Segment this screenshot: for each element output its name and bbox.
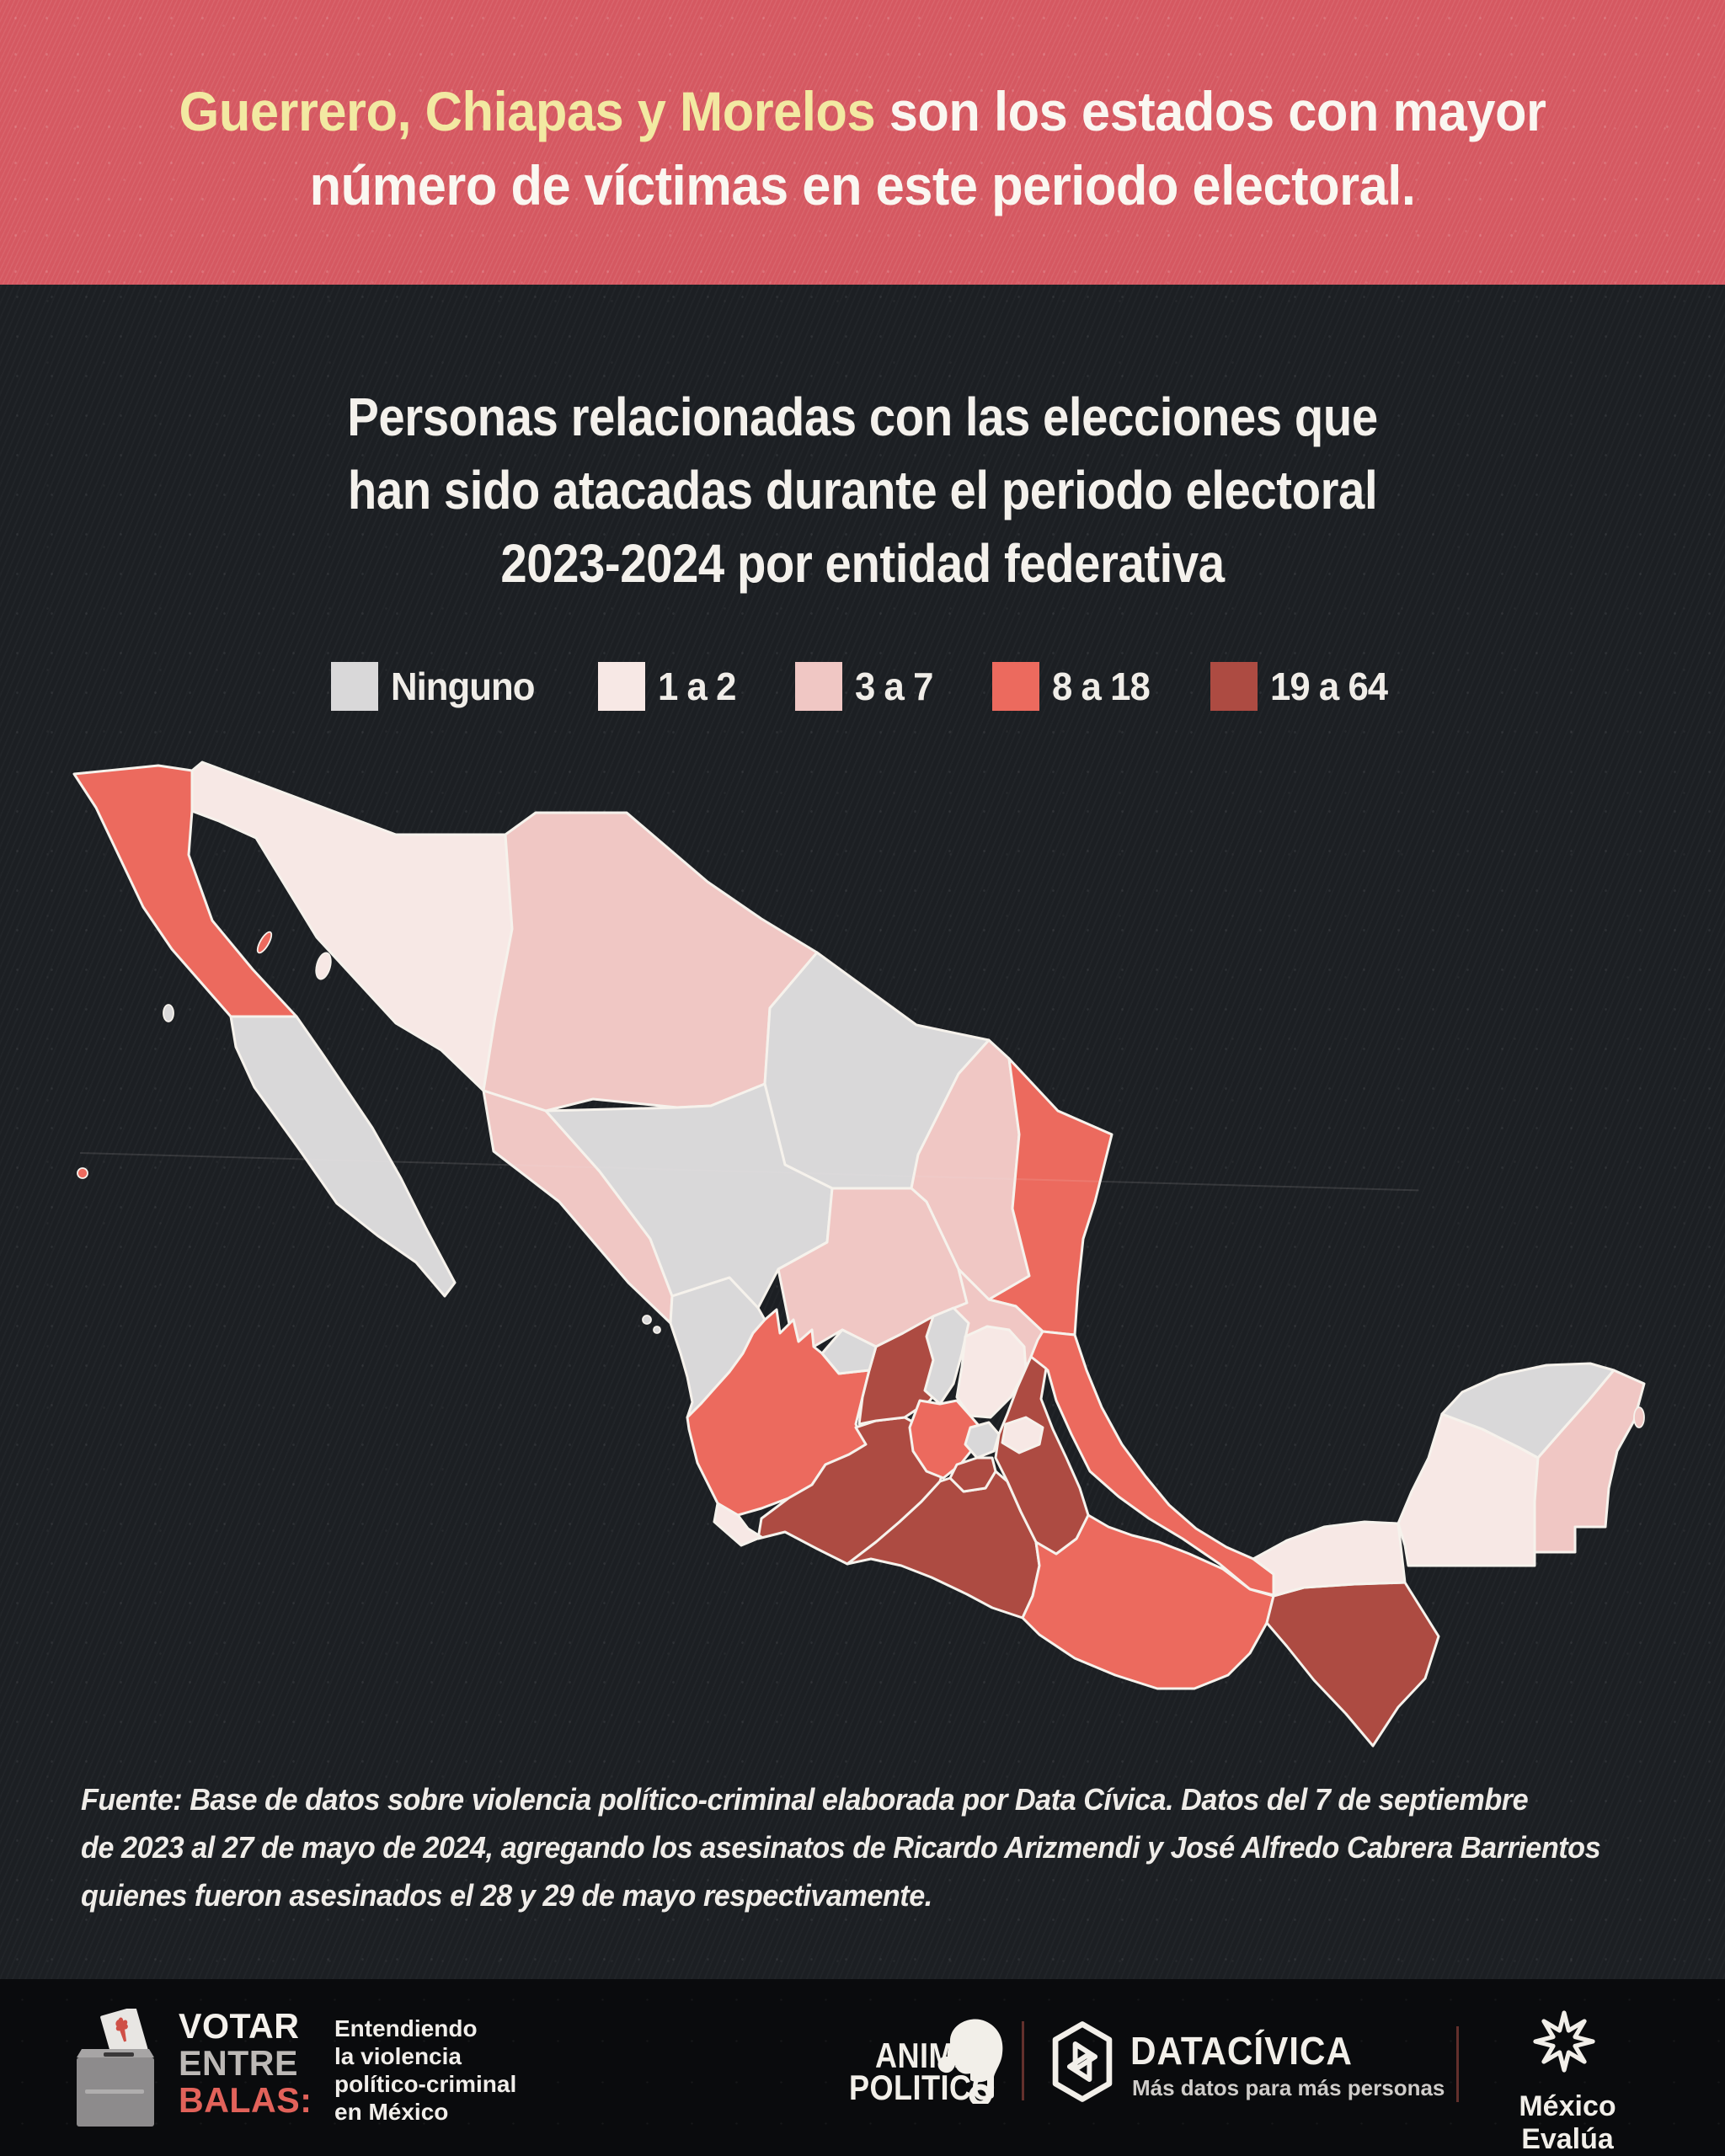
chart-title-line3: 2023-2024 por entidad federativa	[500, 533, 1225, 594]
mexico-choropleth-map	[72, 760, 1646, 1748]
legend-swatch-8a18	[992, 662, 1040, 711]
state-baja-california-sur	[229, 1015, 457, 1298]
source-line1: Fuente: Base de datos sobre violencia po…	[81, 1775, 1601, 1823]
legend-label: 1 a 2	[657, 664, 736, 708]
campaign-tagline: Entendiendo la violencia político-crimin…	[334, 2015, 516, 2126]
datacivica-hexagon-icon	[1052, 2021, 1113, 2102]
headline-highlight: Guerrero, Chiapas y Morelos	[179, 80, 876, 142]
source-line3: quienes fueron asesinados el 28 y 29 de …	[81, 1878, 932, 1913]
state-tabasco	[1252, 1520, 1407, 1598]
tagline-line: Entendiendo	[334, 2015, 478, 2041]
state-hidalgo	[955, 1325, 1028, 1419]
island-cedros	[163, 1004, 174, 1022]
tagline-line: la violencia	[334, 2043, 462, 2069]
legend-label: 19 a 64	[1270, 664, 1388, 708]
legend-label: Ninguno	[391, 664, 535, 708]
legend-item-19a64: 19 a 64	[1210, 662, 1393, 711]
legend-swatch-1a2	[597, 662, 645, 711]
campaign-word-votar: VOTAR	[179, 2006, 300, 2046]
footer-divider-1	[1022, 2021, 1024, 2100]
headline-line2: número de víctimas en este periodo elect…	[309, 154, 1416, 216]
chart-title-line2: han sido atacadas durante el periodo ele…	[347, 460, 1378, 520]
state-ciudad-de-mexico	[964, 1421, 1001, 1460]
legend-item-3a7: 3 a 7	[795, 662, 937, 711]
legend-label: 3 a 7	[855, 664, 933, 708]
ballot-box-icon	[77, 2009, 154, 2127]
campaign-word-balas: BALAS:	[179, 2080, 312, 2120]
footer-bar: VOTAR ENTRE BALAS: Entendiendo la violen…	[0, 1979, 1725, 2156]
legend-swatch-3a7	[795, 662, 843, 711]
island-marias-1	[642, 1315, 652, 1325]
source-note: Fuente: Base de datos sobre violencia po…	[81, 1775, 1601, 1919]
island-marias-2	[653, 1326, 661, 1334]
legend-swatch-ninguno	[331, 662, 379, 711]
source-text: Base de datos sobre violencia político-c…	[182, 1782, 1529, 1817]
state-baja-california	[72, 764, 298, 1018]
mexico-evalua-name: México Evalúa	[1519, 2090, 1616, 2155]
state-queretaro	[923, 1306, 970, 1406]
island-tiburon	[315, 952, 332, 980]
campaign-logo-text: VOTAR ENTRE BALAS:	[179, 2008, 312, 2119]
headline-text: Guerrero, Chiapas y Morelos son los esta…	[61, 74, 1665, 222]
chart-title-line1: Personas relacionadas con las elecciones…	[347, 387, 1378, 447]
footer-divider-2	[1456, 2026, 1459, 2102]
legend-label: 8 a 18	[1052, 664, 1151, 708]
chart-title: Personas relacionadas con las elecciones…	[104, 381, 1621, 600]
headline-rest: son los estados con mayor	[875, 80, 1546, 142]
island-angel-guarda	[256, 931, 273, 954]
campaign-word-entre: ENTRE	[179, 2043, 298, 2083]
state-sonora	[190, 760, 514, 1092]
state-estado-de-mexico	[908, 1399, 982, 1480]
island-guadalupe	[77, 1167, 88, 1179]
legend-item-ninguno: Ninguno	[331, 662, 542, 711]
datacivica-tagline: Más datos para más personas	[1132, 2075, 1445, 2100]
island-cozumel	[1633, 1406, 1645, 1428]
legend-swatch-19a64	[1210, 662, 1258, 711]
datacivica-name: DATACÍVICA	[1130, 2029, 1353, 2073]
state-aguascalientes	[820, 1328, 878, 1375]
state-chiapas	[1265, 1581, 1440, 1748]
animal-politico-elephant-icon	[937, 2019, 1003, 2104]
state-colima	[713, 1502, 763, 1547]
state-puebla	[994, 1355, 1090, 1556]
source-line2: de 2023 al 27 de mayo de 2024, agregando…	[81, 1830, 1601, 1865]
tagline-line: en México	[334, 2099, 449, 2125]
state-morelos	[948, 1456, 997, 1493]
tagline-line: político-criminal	[334, 2071, 517, 2097]
legend-item-8a18: 8 a 18	[992, 662, 1155, 711]
mexico-evalua-star-icon	[1533, 2010, 1595, 2073]
map-legend: Ninguno 1 a 2 3 a 7 8 a 18 19 a 64	[0, 662, 1725, 711]
state-quintana-roo	[1533, 1369, 1646, 1554]
legend-item-1a2: 1 a 2	[597, 662, 740, 711]
source-label: Fuente:	[81, 1782, 183, 1817]
state-tlaxcala	[1001, 1416, 1044, 1454]
headline-banner: Guerrero, Chiapas y Morelos son los esta…	[0, 0, 1725, 285]
